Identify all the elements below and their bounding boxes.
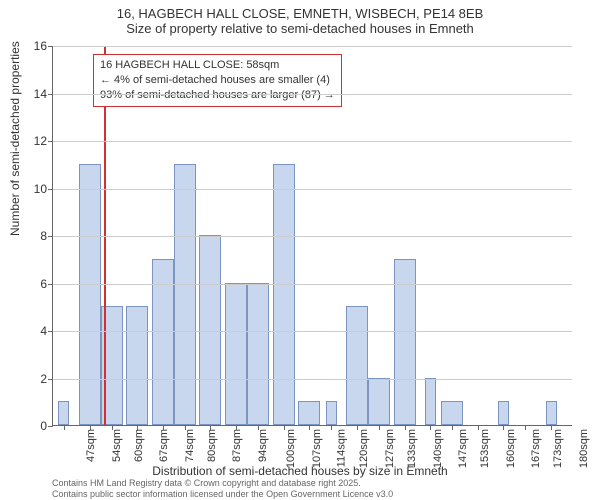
histogram-chart: { "chart": { "type": "histogram", "title… (0, 0, 600, 500)
xtick-mark (430, 425, 431, 430)
xtick-mark (236, 425, 237, 430)
ytick-mark (48, 331, 53, 332)
histogram-bar (174, 164, 196, 425)
xtick-mark (503, 425, 504, 430)
gridline-h (53, 46, 572, 47)
xtick-mark (112, 425, 113, 430)
histogram-bar (247, 283, 269, 426)
xtick-mark (452, 425, 453, 430)
title-line-1: 16, HAGBECH HALL CLOSE, EMNETH, WISBECH,… (0, 6, 600, 21)
gridline-h (53, 236, 572, 237)
annotation-line-1: 16 HAGBECH HALL CLOSE: 58sqm (100, 58, 335, 73)
histogram-bar (126, 306, 148, 425)
gridline-h (53, 379, 572, 380)
xtick-mark (357, 425, 358, 430)
xtick-label: 54sqm (111, 429, 123, 462)
annotation-line-2: ← 4% of semi-detached houses are smaller… (100, 73, 335, 88)
gridline-h (53, 141, 572, 142)
xtick-label: 100sqm (285, 429, 297, 468)
ytick-mark (48, 189, 53, 190)
xtick-mark (163, 425, 164, 430)
xtick-label: 107sqm (311, 429, 323, 468)
xtick-mark (284, 425, 285, 430)
ytick-mark (48, 284, 53, 285)
xtick-mark (551, 425, 552, 430)
ytick-label: 0 (40, 419, 47, 433)
xtick-label: 67sqm (158, 429, 170, 462)
ytick-mark (48, 379, 53, 380)
xtick-mark (309, 425, 310, 430)
ytick-mark (48, 46, 53, 47)
xtick-mark (137, 425, 138, 430)
xtick-mark (90, 425, 91, 430)
ytick-mark (48, 426, 53, 427)
y-axis-label: Number of semi-detached properties (8, 41, 22, 236)
histogram-bar (79, 164, 101, 425)
ytick-mark (48, 141, 53, 142)
histogram-bar (498, 401, 509, 425)
xtick-mark (478, 425, 479, 430)
xtick-label: 180sqm (578, 429, 590, 468)
xtick-label: 120sqm (358, 429, 370, 468)
histogram-bar (225, 283, 247, 426)
ytick-label: 10 (34, 182, 47, 196)
xtick-label: 47sqm (85, 429, 97, 462)
ytick-label: 4 (40, 324, 47, 338)
gridline-h (53, 284, 572, 285)
histogram-bar (273, 164, 295, 425)
ytick-label: 16 (34, 39, 47, 53)
histogram-bar (368, 378, 390, 426)
histogram-bar (298, 401, 320, 425)
ytick-label: 6 (40, 277, 47, 291)
histogram-bar (441, 401, 463, 425)
xtick-label: 114sqm (336, 429, 348, 467)
xtick-label: 173sqm (553, 429, 565, 468)
xtick-mark (210, 425, 211, 430)
ytick-label: 8 (40, 229, 47, 243)
xtick-label: 94sqm (257, 429, 269, 462)
histogram-bar (326, 401, 337, 425)
xtick-label: 74sqm (184, 429, 196, 462)
histogram-bar (58, 401, 69, 425)
ytick-label: 2 (40, 372, 47, 386)
ytick-label: 12 (34, 134, 47, 148)
title-line-2: Size of property relative to semi-detach… (0, 21, 600, 36)
ytick-label: 14 (34, 87, 47, 101)
xtick-label: 127sqm (384, 429, 396, 468)
xtick-label: 133sqm (406, 429, 418, 468)
xtick-label: 147sqm (457, 429, 469, 468)
gridline-h (53, 94, 572, 95)
gridline-h (53, 189, 572, 190)
footer-line-1: Contains HM Land Registry data © Crown c… (52, 478, 393, 489)
histogram-bar (546, 401, 557, 425)
xtick-label: 87sqm (231, 429, 243, 462)
xtick-mark (258, 425, 259, 430)
xtick-mark (525, 425, 526, 430)
gridline-h (53, 331, 572, 332)
footer-attribution: Contains HM Land Registry data © Crown c… (52, 478, 393, 500)
footer-line-2: Contains public sector information licen… (52, 489, 393, 500)
histogram-bar (199, 235, 221, 425)
plot-area: 16 HAGBECH HALL CLOSE: 58sqm ← 4% of sem… (52, 46, 572, 426)
histogram-bar (425, 378, 436, 426)
annotation-box: 16 HAGBECH HALL CLOSE: 58sqm ← 4% of sem… (93, 54, 342, 107)
xtick-mark (331, 425, 332, 430)
xtick-label: 140sqm (432, 429, 444, 468)
ytick-mark (48, 94, 53, 95)
chart-title: 16, HAGBECH HALL CLOSE, EMNETH, WISBECH,… (0, 0, 600, 36)
xtick-label: 167sqm (531, 429, 543, 468)
annotation-line-3: 93% of semi-detached houses are larger (… (100, 88, 335, 103)
xtick-label: 160sqm (505, 429, 517, 468)
xtick-mark (379, 425, 380, 430)
xtick-mark (185, 425, 186, 430)
x-axis-label: Distribution of semi-detached houses by … (0, 464, 600, 478)
xtick-mark (405, 425, 406, 430)
xtick-label: 60sqm (133, 429, 145, 462)
ytick-mark (48, 236, 53, 237)
xtick-mark (64, 425, 65, 430)
histogram-bar (346, 306, 368, 425)
xtick-label: 153sqm (479, 429, 491, 468)
xtick-label: 80sqm (206, 429, 218, 462)
